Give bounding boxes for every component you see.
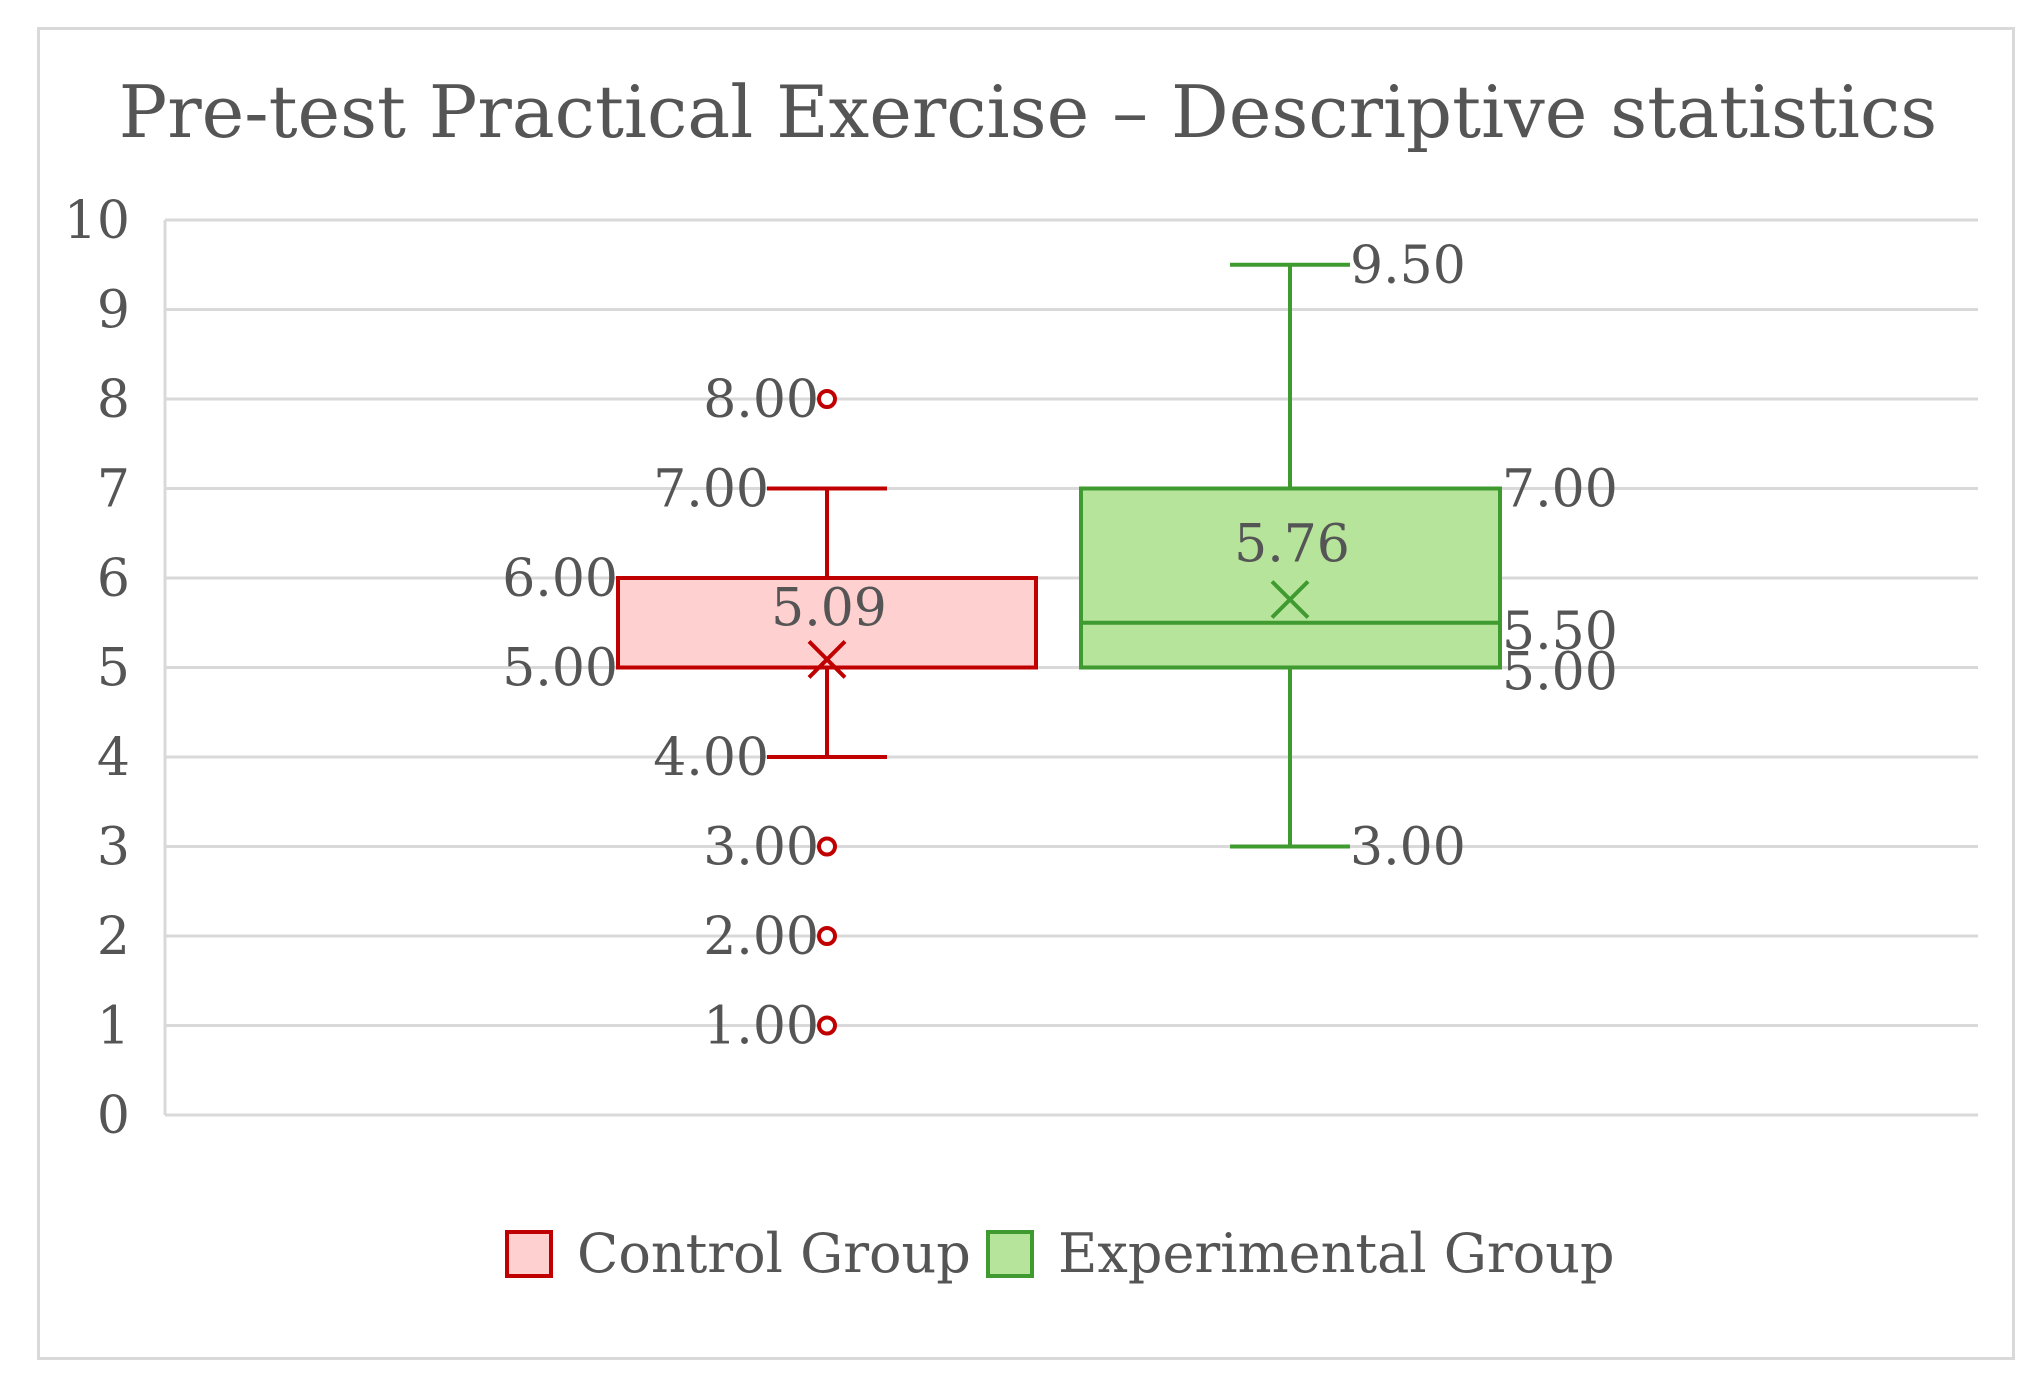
legend-swatch — [986, 1230, 1034, 1278]
whisker-high-label: 9.50 — [1350, 236, 1466, 296]
legend-label: Control Group — [577, 1222, 971, 1285]
outlier-point — [817, 1015, 837, 1036]
y-axis-ticks: 0 1 2 3 4 5 6 7 8 9 10 — [64, 191, 130, 1146]
y-tick-label-0: 0 — [97, 1086, 130, 1146]
mean-label: 5.09 — [771, 578, 887, 638]
chart-frame — [37, 27, 2015, 1360]
outlier-point — [817, 926, 837, 946]
whisker-low-label: 3.00 — [1350, 818, 1466, 878]
y-tick-label-1: 1 — [97, 997, 130, 1057]
q3-label: 6.00 — [502, 549, 618, 609]
mean-marker — [807, 640, 847, 679]
box-control-group: 8.00 3.00 2.00 1.00 7.00 4.00 6.00 5.00 5.09 — [502, 370, 1038, 1057]
whisker-low-label: 4.00 — [653, 728, 769, 788]
outlier-point — [817, 836, 837, 857]
median-label: 5.50 — [1502, 602, 1618, 662]
legend: Control Group Experimental Group — [505, 1222, 1615, 1285]
box-experimental-group: 9.50 3.00 7.00 5.505.00 5.76 — [1079, 236, 1618, 878]
legend-item-experimental-group: Experimental Group — [986, 1222, 1615, 1285]
whisker-high-label: 7.00 — [653, 460, 769, 520]
iqr-box — [1079, 486, 1502, 670]
box-series: 8.00 3.00 2.00 1.00 7.00 4.00 6.00 5.00 5.09 9.50… — [502, 236, 1618, 1057]
legend-item-control-group: Control Group — [505, 1222, 971, 1285]
outlier-label: 1.00 — [703, 997, 819, 1057]
legend-label: Experimental Group — [1058, 1222, 1615, 1285]
mean-label: 5.76 — [1234, 514, 1350, 574]
outlier-label: 3.00 — [703, 818, 819, 878]
chart-title: Pre-test Practical Exercise – Descriptiv… — [119, 70, 1937, 154]
q1-label: 5.00 — [1502, 643, 1618, 703]
q1-label: 5.00 — [502, 639, 618, 699]
y-tick-label-4: 4 — [97, 728, 130, 788]
y-tick-label-6: 6 — [97, 549, 130, 609]
y-tick-label-3: 3 — [97, 818, 130, 878]
gridlines — [163, 218, 1978, 1117]
mean-marker — [1270, 580, 1310, 619]
y-tick-label-7: 7 — [97, 460, 130, 520]
outlier-point — [817, 389, 837, 409]
y-tick-label-9: 9 — [97, 281, 130, 341]
y-tick-label-5: 5 — [97, 639, 130, 699]
legend-swatch — [505, 1230, 553, 1278]
y-tick-label-10: 10 — [64, 191, 130, 251]
y-tick-label-8: 8 — [97, 370, 130, 430]
y-tick-label-2: 2 — [97, 907, 130, 967]
outlier-label: 2.00 — [703, 907, 819, 967]
outlier-label: 8.00 — [703, 370, 819, 430]
q3-label: 7.00 — [1502, 460, 1618, 520]
